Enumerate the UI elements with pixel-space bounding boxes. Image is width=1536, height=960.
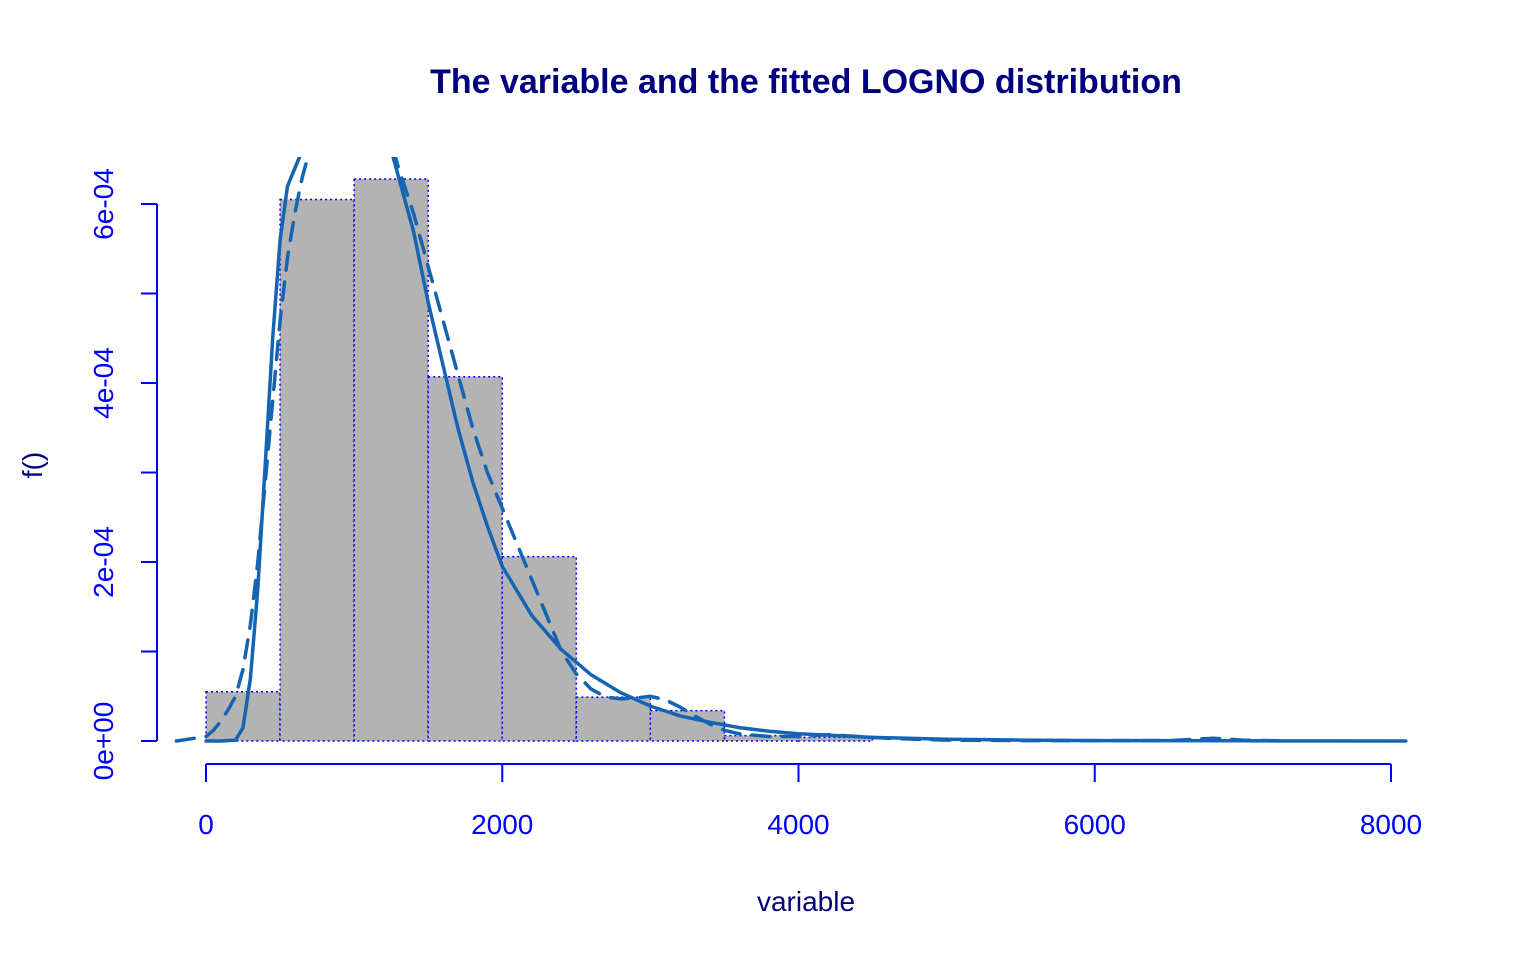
histogram-bars (205, 178, 874, 742)
chart-title: The variable and the fitted LOGNO distri… (430, 63, 1182, 101)
histogram-bar (427, 375, 503, 742)
y-tick-label: 2e-04 (88, 526, 119, 598)
fitted-density-curve (204, 157, 1408, 743)
histogram-bar (649, 709, 726, 742)
histogram-bar (797, 736, 874, 742)
x-axis-label: variable (757, 886, 855, 917)
x-tick-label: 6000 (1064, 809, 1126, 840)
y-tick-label: 0e+00 (88, 702, 119, 781)
density-curves (174, 157, 1408, 743)
y-tick-label: 6e-04 (88, 168, 119, 240)
x-tick-label: 8000 (1360, 809, 1422, 840)
y-axis: 0e+00 2e-04 4e-04 6e-04 (88, 168, 158, 781)
y-tick-label: 4e-04 (88, 347, 119, 419)
histogram-bar (279, 198, 355, 742)
kernel-density-curve (174, 157, 1290, 743)
histogram-bar (353, 178, 429, 742)
x-tick-label: 4000 (767, 809, 829, 840)
x-axis: 0 2000 4000 6000 8000 (198, 763, 1422, 840)
x-tick-label: 0 (198, 809, 214, 840)
histogram-bar (575, 696, 652, 742)
x-tick-label: 2000 (471, 809, 533, 840)
y-axis-label: f() (17, 452, 48, 478)
